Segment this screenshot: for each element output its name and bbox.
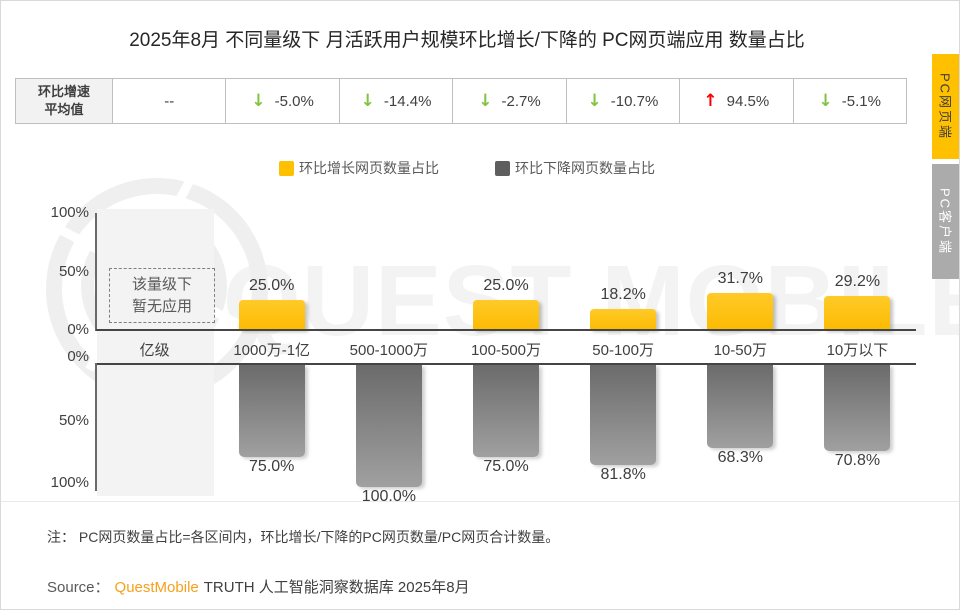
tab-pc-client[interactable]: PC客户端 bbox=[932, 164, 959, 279]
category-label: 亿级 bbox=[139, 342, 170, 359]
down-arrow-icon: ↓ bbox=[587, 90, 602, 111]
avg-growth-cell: ↓ -10.7% bbox=[567, 79, 681, 123]
decline-bar-value: 100.0% bbox=[361, 488, 416, 505]
page-title: 2025年8月 不同量级下 月活跃用户规模环比增长/下降的 PC网页端应用 数量… bbox=[129, 30, 805, 51]
source-rest: TRUTH 人工智能洞察数据库 2025年8月 bbox=[203, 579, 470, 596]
growth-bar bbox=[590, 309, 657, 330]
growth-bar bbox=[473, 300, 539, 330]
avg-growth-cell: ↓ -5.1% bbox=[794, 79, 906, 123]
category-label: 10万以下 bbox=[826, 342, 889, 359]
up-arrow-icon: ↑ bbox=[703, 90, 718, 111]
avg-growth-header-cell: 环比增速 平均值 bbox=[16, 79, 113, 123]
avg-growth-value: 94.5% bbox=[726, 92, 770, 110]
category-label: 50-100万 bbox=[592, 342, 654, 359]
growth-bar-value: 25.0% bbox=[483, 277, 529, 294]
top-chart-y-axis bbox=[95, 213, 97, 331]
category-label: 1000万-1亿 bbox=[233, 342, 311, 359]
chart-legend: 环比增长网页数量占比 环比下降网页数量占比 bbox=[1, 158, 933, 178]
legend-swatch-icon bbox=[495, 160, 510, 176]
down-arrow-icon: ↓ bbox=[478, 90, 493, 111]
avg-growth-value: -2.7% bbox=[501, 92, 541, 110]
decline-bar bbox=[824, 365, 891, 451]
top-axis-tick: 100% bbox=[50, 204, 89, 221]
avg-growth-value: -14.4% bbox=[383, 92, 432, 110]
source-line: Source： QuestMobile TRUTH 人工智能洞察数据库 2025年8… bbox=[47, 576, 470, 597]
avg-growth-cell: ↑ 94.5% bbox=[680, 79, 794, 123]
decline-bar bbox=[355, 365, 422, 487]
avg-growth-value: -5.0% bbox=[274, 92, 314, 110]
source-prefix: Source： bbox=[47, 579, 110, 596]
decline-bar-value: 68.3% bbox=[717, 449, 763, 466]
avg-growth-value: -10.7% bbox=[610, 92, 659, 110]
growth-bar bbox=[238, 300, 305, 330]
growth-bar bbox=[707, 293, 774, 330]
decline-bar bbox=[238, 365, 305, 457]
legend-label: 环比下降网页数量占比 bbox=[515, 160, 655, 176]
category-label: 100-500万 bbox=[470, 342, 542, 359]
growth-bar bbox=[824, 296, 891, 330]
bottom-axis-tick: 100% bbox=[50, 474, 89, 491]
avg-growth-cell: ↓ -2.7% bbox=[453, 79, 567, 123]
no-app-note-box: 该量级下 暂无应用 bbox=[109, 268, 215, 323]
no-app-note-line1: 该量级下 bbox=[131, 275, 192, 293]
growth-bar-value: 18.2% bbox=[600, 286, 646, 303]
legend-item: 环比下降网页数量占比 bbox=[495, 158, 655, 178]
footnote: 注： PC网页数量占比=各区间内，环比增长/下降的PC网页数量/PC网页合计数量… bbox=[47, 529, 560, 545]
top-axis-tick: 50% bbox=[58, 263, 89, 280]
growth-bar-value: 29.2% bbox=[834, 273, 881, 290]
down-arrow-icon: ↓ bbox=[818, 90, 833, 111]
decline-bar-value: 75.0% bbox=[483, 458, 529, 475]
category-label: 10-50万 bbox=[713, 342, 767, 359]
decline-bar-value: 70.8% bbox=[834, 452, 881, 469]
avg-growth-header-line1: 环比增速 bbox=[37, 84, 90, 100]
bottom-chart-baseline bbox=[96, 363, 916, 365]
avg-growth-value: -5.1% bbox=[841, 92, 881, 110]
growth-bar-value: 25.0% bbox=[249, 277, 295, 294]
top-axis-tick: 0% bbox=[67, 321, 89, 338]
avg-growth-value: -- bbox=[164, 92, 175, 110]
footer-divider bbox=[1, 501, 959, 502]
decline-bar bbox=[590, 365, 657, 465]
bottom-chart-y-axis bbox=[95, 363, 97, 491]
avg-growth-table: 环比增速 平均值 -- ↓ -5.0% ↓ -14.4% ↓ -2.7% ↓ -10.7% ↑ 94… bbox=[15, 78, 907, 124]
avg-growth-cell: ↓ -5.0% bbox=[226, 79, 340, 123]
avg-growth-cell: ↓ -14.4% bbox=[340, 79, 454, 123]
avg-growth-header-line2: 平均值 bbox=[44, 102, 84, 117]
decline-bar bbox=[473, 365, 539, 457]
top-chart-baseline bbox=[96, 329, 916, 331]
decline-bar bbox=[707, 365, 774, 448]
growth-bar-value: 31.7% bbox=[717, 270, 763, 287]
down-arrow-icon: ↓ bbox=[251, 90, 266, 111]
legend-item: 环比增长网页数量占比 bbox=[279, 158, 439, 178]
bottom-axis-tick: 50% bbox=[58, 412, 89, 429]
source-brand: QuestMobile bbox=[114, 579, 199, 596]
decline-bar-value: 81.8% bbox=[600, 466, 646, 483]
down-arrow-icon: ↓ bbox=[360, 90, 375, 111]
tab-pc-web[interactable]: PC网页端 bbox=[932, 54, 959, 159]
decline-bar-value: 75.0% bbox=[249, 458, 295, 475]
bottom-axis-tick: 0% bbox=[67, 348, 89, 365]
avg-growth-cell: -- bbox=[113, 79, 227, 123]
legend-label: 环比增长网页数量占比 bbox=[299, 160, 439, 176]
category-label: 500-1000万 bbox=[349, 342, 429, 359]
no-app-note-line2: 暂无应用 bbox=[131, 297, 192, 315]
legend-swatch-icon bbox=[279, 160, 294, 176]
